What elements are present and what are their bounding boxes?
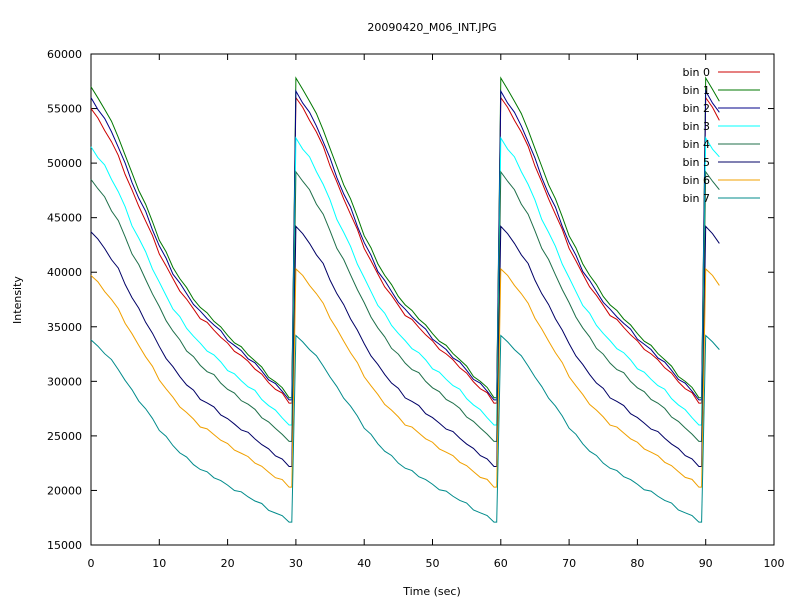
y-tick-label: 60000 xyxy=(47,48,82,61)
series-layer xyxy=(90,76,720,523)
y-tick-label: 25000 xyxy=(47,430,82,443)
series-line-1 xyxy=(90,76,720,399)
x-tick-label: 40 xyxy=(357,557,371,570)
y-tick-label: 45000 xyxy=(47,212,82,225)
legend-label: bin 3 xyxy=(682,120,710,133)
y-tick-label: 40000 xyxy=(47,266,82,279)
y-tick-label: 15000 xyxy=(47,539,82,552)
x-tick-label: 50 xyxy=(426,557,440,570)
x-tick-label: 20 xyxy=(221,557,235,570)
x-axis-label: Time (sec) xyxy=(402,585,461,598)
legend-label: bin 7 xyxy=(682,192,710,205)
legend-label: bin 5 xyxy=(682,156,710,169)
legend-label: bin 0 xyxy=(682,66,710,79)
y-tick-label: 30000 xyxy=(47,375,82,388)
legend: bin 0 bin 1 bin 2 bin 3 bin 4 bin 5 bin 6 bin 7 xyxy=(682,66,760,205)
x-tick-label: 10 xyxy=(152,557,166,570)
legend-label: bin 4 xyxy=(682,138,710,151)
series-line-5 xyxy=(90,225,720,467)
x-tick-label: 80 xyxy=(630,557,644,570)
series-line-7 xyxy=(90,334,720,523)
chart-title: 20090420_M06_INT.JPG xyxy=(367,21,496,34)
x-tick-label: 100 xyxy=(764,557,785,570)
x-tick-label: 30 xyxy=(289,557,303,570)
y-tick-label: 35000 xyxy=(47,321,82,334)
series-line-3 xyxy=(90,136,720,426)
x-tick-label: 60 xyxy=(494,557,508,570)
y-tick-label: 50000 xyxy=(47,157,82,170)
legend-label: bin 6 xyxy=(682,174,710,187)
legend-label: bin 1 xyxy=(682,84,710,97)
x-tick-label: 70 xyxy=(562,557,576,570)
series-line-2 xyxy=(90,89,720,401)
x-tick-label: 90 xyxy=(699,557,713,570)
y-tick-label: 20000 xyxy=(47,484,82,497)
x-tick-label: 0 xyxy=(88,557,95,570)
y-axis-label: Intensity xyxy=(11,276,24,324)
y-tick-label: 55000 xyxy=(47,103,82,116)
series-line-6 xyxy=(90,267,720,488)
legend-label: bin 2 xyxy=(682,102,710,115)
series-line-4 xyxy=(90,170,720,442)
tick-layer: 0 10 20 30 40 50 60 70 80 90 100 15000 20000 25000 300… xyxy=(47,48,785,570)
series-line-0 xyxy=(90,96,720,404)
